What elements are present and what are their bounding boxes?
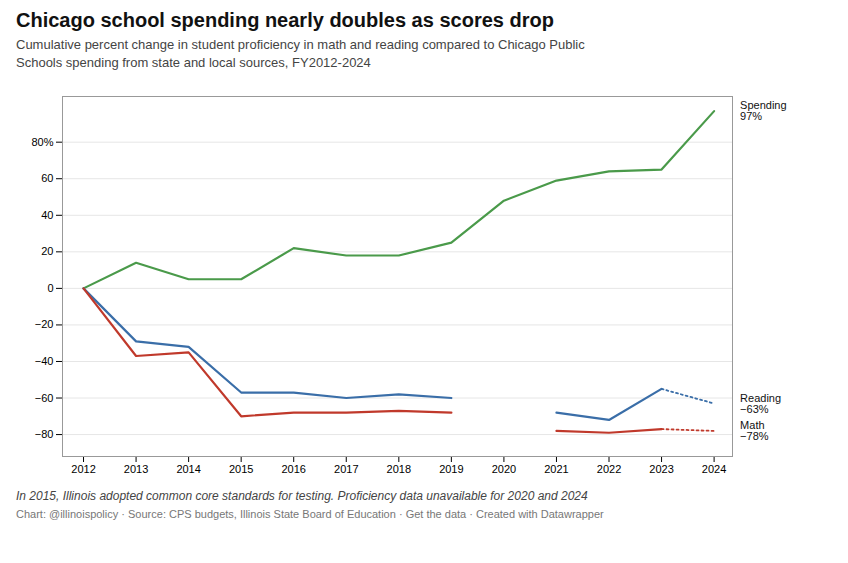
- svg-text:2017: 2017: [334, 464, 358, 476]
- svg-text:20: 20: [41, 246, 53, 258]
- svg-text:2018: 2018: [387, 464, 411, 476]
- svg-text:2022: 2022: [597, 464, 621, 476]
- html-text:Chart: @illinoispolicy · Sourc: Chart: @illinoispolicy · Source: CPS bud…: [16, 508, 604, 521]
- svg-text:2023: 2023: [649, 464, 673, 476]
- svg-text:2013: 2013: [124, 464, 148, 476]
- svg-text:−60: −60: [35, 392, 54, 404]
- html-text:Chicago school spending nearly: Chicago school spending nearly doubles a…: [16, 9, 554, 31]
- svg-text:2020: 2020: [492, 464, 516, 476]
- svg-text:0: 0: [47, 282, 53, 294]
- svg-text:Math−78%: Math−78%: [740, 419, 769, 442]
- html-text:Cumulative percent change in s: Cumulative percent change in student pro…: [16, 37, 585, 71]
- svg-text:2019: 2019: [439, 464, 463, 476]
- svg-text:−40: −40: [35, 355, 54, 367]
- svg-text:2014: 2014: [176, 464, 200, 476]
- svg-text:2012: 2012: [71, 464, 95, 476]
- svg-text:60: 60: [41, 173, 53, 185]
- svg-text:2016: 2016: [281, 464, 305, 476]
- svg-text:Reading−63%: Reading−63%: [740, 392, 781, 415]
- svg-text:−80: −80: [35, 428, 54, 440]
- svg-text:Spending97%: Spending97%: [740, 100, 787, 123]
- svg-text:−20: −20: [35, 319, 54, 331]
- svg-text:40: 40: [41, 209, 53, 221]
- svg-text:2021: 2021: [544, 464, 568, 476]
- html-text:In 2015, Illinois adopted comm: In 2015, Illinois adopted common core st…: [16, 489, 588, 504]
- svg-text:2015: 2015: [229, 464, 253, 476]
- svg-text:2024: 2024: [702, 464, 726, 476]
- svg-text:80%: 80%: [31, 136, 53, 148]
